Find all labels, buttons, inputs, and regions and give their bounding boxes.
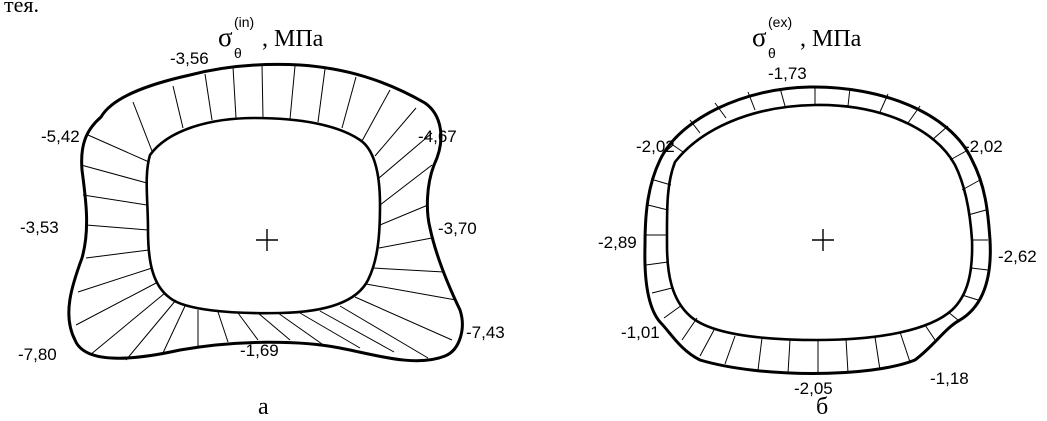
ordinate-line [89, 292, 166, 356]
panel-b-title-unit: , МПа [800, 26, 862, 52]
ordinate-line [125, 299, 177, 361]
panel-b: σ (ex) θ , МПа -1,73 -2,02 -2,02 -2,89 -… [598, 14, 1037, 420]
panel-b-center-cross-icon [812, 229, 834, 251]
panel-a-title: σ (in) θ , МПа [218, 14, 324, 61]
ordinate-line [372, 267, 445, 273]
ordinate-line [319, 310, 395, 353]
panel-a-value-upper-left: -5,42 [41, 127, 80, 146]
ordinate-line [949, 149, 969, 161]
panel-b-value-left: -2,89 [598, 233, 637, 252]
panel-a-value-right: -3,70 [438, 219, 477, 238]
clipped-top-text: тея. [4, 0, 39, 17]
panel-a-value-lower-right: -7,43 [466, 323, 505, 342]
panel-b-title: σ (ex) θ , МПа [752, 14, 862, 61]
ordinate-line [845, 338, 849, 374]
ordinate-line [647, 204, 669, 211]
ordinate-line [669, 142, 684, 153]
panel-a-title-subscript: θ [234, 45, 242, 61]
ordinate-line [757, 337, 763, 371]
panel-a-value-bottom: -1,69 [240, 341, 279, 360]
panel-a: σ (in) θ , МПа -3,56 -5,42 -4,67 -3,53 -… [18, 14, 505, 420]
panel-a-inner-contour [145, 116, 382, 315]
ordinate-line [787, 339, 791, 374]
ordinate-line [232, 66, 237, 119]
ordinate-line [257, 312, 291, 341]
panel-a-title-symbol: σ [218, 22, 233, 52]
panel-b-title-subscript: θ [768, 45, 776, 61]
panel-b-value-right: -2,62 [998, 247, 1037, 266]
ordinate-line [651, 287, 673, 294]
ordinate-line [317, 68, 326, 123]
ordinate-line [714, 102, 727, 119]
ordinate-line [87, 134, 150, 163]
ordinate-line [779, 87, 786, 107]
ordinate-line [681, 317, 698, 341]
ordinate-line [132, 101, 153, 152]
panel-a-title-superscript: (in) [234, 14, 254, 30]
panel-a-outer-stress-contour [67, 62, 464, 363]
ordinate-line [899, 331, 911, 363]
panel-b-value-lower-right: -1,18 [930, 369, 969, 388]
panel-a-value-lower-left: -7,80 [18, 345, 57, 364]
ordinate-line [237, 312, 259, 341]
ordinate-line [663, 304, 683, 319]
ordinate-line [724, 335, 736, 365]
panel-b-caption: б [816, 394, 828, 420]
ordinate-line [217, 311, 229, 343]
ordinate-line [379, 164, 433, 206]
ordinate-line [261, 64, 264, 119]
panel-b-title-superscript: (ex) [768, 14, 792, 30]
ordinate-line [354, 296, 453, 341]
ordinate-line [374, 107, 417, 157]
ordinate-line [365, 283, 457, 301]
panel-b-value-top: -1,73 [768, 64, 807, 83]
panel-a-caption: а [258, 394, 269, 420]
panel-b-value-bottom: -2,05 [794, 379, 833, 398]
ordinate-line [77, 267, 153, 293]
ordinate-line [645, 261, 669, 266]
ordinate-line [967, 209, 987, 216]
ordinate-line [289, 65, 296, 120]
panel-a-value-left: -3,53 [20, 218, 59, 237]
ordinate-line [172, 85, 184, 129]
panel-a-center-cross-icon [256, 229, 278, 251]
ordinate-line [874, 336, 881, 371]
ordinate-line [961, 294, 979, 301]
ordinate-line [699, 329, 715, 357]
ordinate-line [75, 281, 159, 326]
ordinate-line [361, 89, 391, 142]
ordinate-line [85, 224, 149, 231]
panel-b-outer-stress-contour [643, 85, 992, 375]
panel-a-value-top: -3,56 [170, 49, 209, 68]
ordinate-line [80, 164, 148, 184]
ordinate-line [339, 305, 429, 359]
panel-b-value-lower-left: -1,01 [621, 323, 660, 342]
ordinate-line [847, 87, 851, 107]
ordinate-line [378, 237, 433, 249]
panel-b-inner-contour [665, 103, 974, 342]
ordinate-line [85, 249, 150, 259]
ordinate-line [378, 132, 433, 179]
panel-a-title-unit: , МПа [262, 26, 324, 52]
ordinate-line [970, 267, 989, 271]
panel-a-value-upper-right: -4,67 [418, 127, 457, 146]
ordinate-line [161, 305, 186, 356]
panel-b-title-symbol: σ [752, 22, 767, 52]
ordinate-line [204, 73, 213, 121]
ordinate-line [341, 76, 357, 129]
panel-a-ordinate-lines [75, 64, 457, 361]
ordinate-line [82, 194, 148, 206]
ordinate-line [277, 312, 323, 345]
panel-b-value-upper-right: -2,02 [964, 137, 1003, 156]
panel-b-ordinate-lines [645, 87, 989, 374]
ordinate-line [924, 324, 936, 341]
panel-b-value-upper-left: -2,02 [636, 137, 675, 156]
ordinate-line [379, 204, 429, 226]
ordinate-line [299, 312, 361, 349]
